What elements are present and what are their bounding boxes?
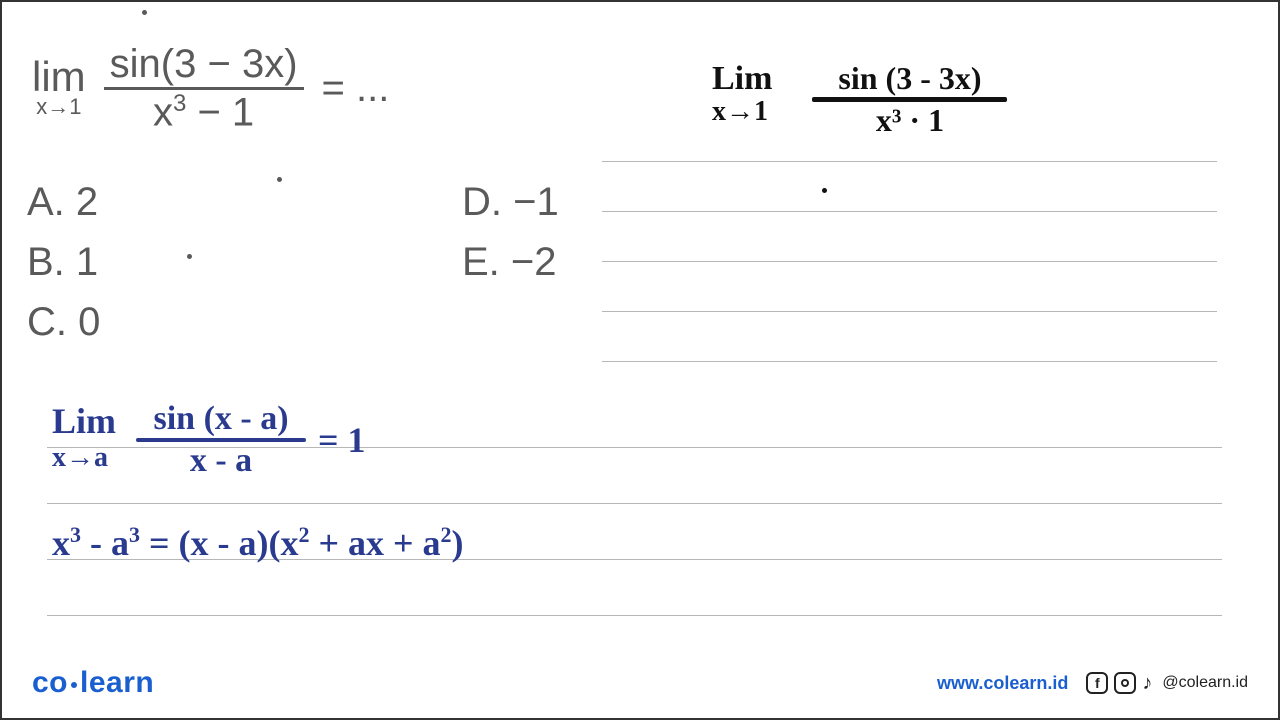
t8: ) xyxy=(452,523,464,563)
denom-tail: − 1 xyxy=(186,90,254,134)
denom-base: x xyxy=(153,90,173,134)
option-c: C. 0 xyxy=(27,292,100,352)
dot-icon xyxy=(142,10,147,15)
facebook-icon: f xyxy=(1086,672,1108,694)
hw-lim2-sub: x→a xyxy=(52,442,116,474)
dot-icon xyxy=(277,177,282,182)
hw-denominator: x³ · 1 xyxy=(876,102,944,139)
hw-lim-word: Lim xyxy=(712,60,772,98)
equals-dots: = ... xyxy=(322,66,390,111)
t4: = (x - a)(x xyxy=(140,523,298,563)
dot-icon xyxy=(187,254,192,259)
social-icons: f ♪ @colearn.id xyxy=(1086,672,1248,695)
option-b: B. 1 xyxy=(27,232,100,292)
t2: - a xyxy=(81,523,129,563)
option-d: D. −1 xyxy=(462,172,559,232)
brand-left: co xyxy=(32,666,68,699)
t5: 2 xyxy=(298,522,309,547)
hw-lim: Lim x→1 xyxy=(712,60,772,128)
footer-right: www.colearn.id f ♪ @colearn.id xyxy=(937,672,1248,695)
option-a: A. 2 xyxy=(27,172,100,232)
options-col-1: A. 2 B. 1 C. 0 xyxy=(27,172,100,352)
dot-icon xyxy=(822,188,827,193)
tiktok-icon: ♪ xyxy=(1142,672,1152,695)
hw-numerator: sin (3 - 3x) xyxy=(838,60,981,97)
hw-num2: sin (x - a) xyxy=(153,400,288,438)
hw-lim2-word: Lim xyxy=(52,400,116,442)
page: lim x→1 sin(3 − 3x) x3 − 1 = ... A. 2 B.… xyxy=(0,0,1280,720)
limit-expression: lim x→1 sin(3 − 3x) x3 − 1 = ... xyxy=(32,42,389,135)
footer-url: www.colearn.id xyxy=(937,673,1068,694)
hw-equals2: = 1 xyxy=(318,419,366,461)
printed-problem: lim x→1 sin(3 − 3x) x3 − 1 = ... xyxy=(32,42,389,135)
numerator: sin(3 − 3x) xyxy=(104,42,304,87)
hw-frac2: sin (x - a) x - a xyxy=(136,400,306,480)
t6: + ax + a xyxy=(309,523,440,563)
option-e: E. −2 xyxy=(462,232,559,292)
t1: 3 xyxy=(70,522,81,547)
hw-fraction: sin (3 - 3x) x³ · 1 xyxy=(812,60,1007,139)
t0: x xyxy=(52,523,70,563)
brand-dot-icon xyxy=(71,682,77,688)
denominator: x3 − 1 xyxy=(147,90,260,135)
lim-word: lim xyxy=(32,58,86,96)
brand-right: learn xyxy=(80,666,154,699)
t7: 2 xyxy=(441,522,452,547)
fraction: sin(3 − 3x) x3 − 1 xyxy=(104,42,304,135)
hw-lim-sub: x→1 xyxy=(712,96,768,128)
lim-symbol: lim x→1 xyxy=(32,58,86,120)
content-area: lim x→1 sin(3 − 3x) x3 − 1 = ... A. 2 B.… xyxy=(2,2,1278,642)
social-handle: @colearn.id xyxy=(1162,674,1248,692)
ruled-lines-upper xyxy=(602,112,1217,362)
hw-lim2: Lim x→a xyxy=(52,400,116,474)
handwriting-upper: Lim x→1 sin (3 - 3x) x³ · 1 xyxy=(712,60,1007,139)
lim-subscript: x→1 xyxy=(36,94,81,120)
handwriting-formula-1: Lim x→a sin (x - a) x - a = 1 xyxy=(52,400,366,480)
t3: 3 xyxy=(129,522,140,547)
footer: colearn www.colearn.id f ♪ @colearn.id xyxy=(2,648,1278,718)
hw-den2: x - a xyxy=(190,442,252,480)
handwriting-formula-2: x3 - a3 = (x - a)(x2 + ax + a2) xyxy=(52,522,464,564)
denom-exp: 3 xyxy=(173,90,186,117)
instagram-icon xyxy=(1114,672,1136,694)
options-col-2: D. −1 E. −2 xyxy=(462,172,559,292)
brand-logo: colearn xyxy=(32,666,154,700)
